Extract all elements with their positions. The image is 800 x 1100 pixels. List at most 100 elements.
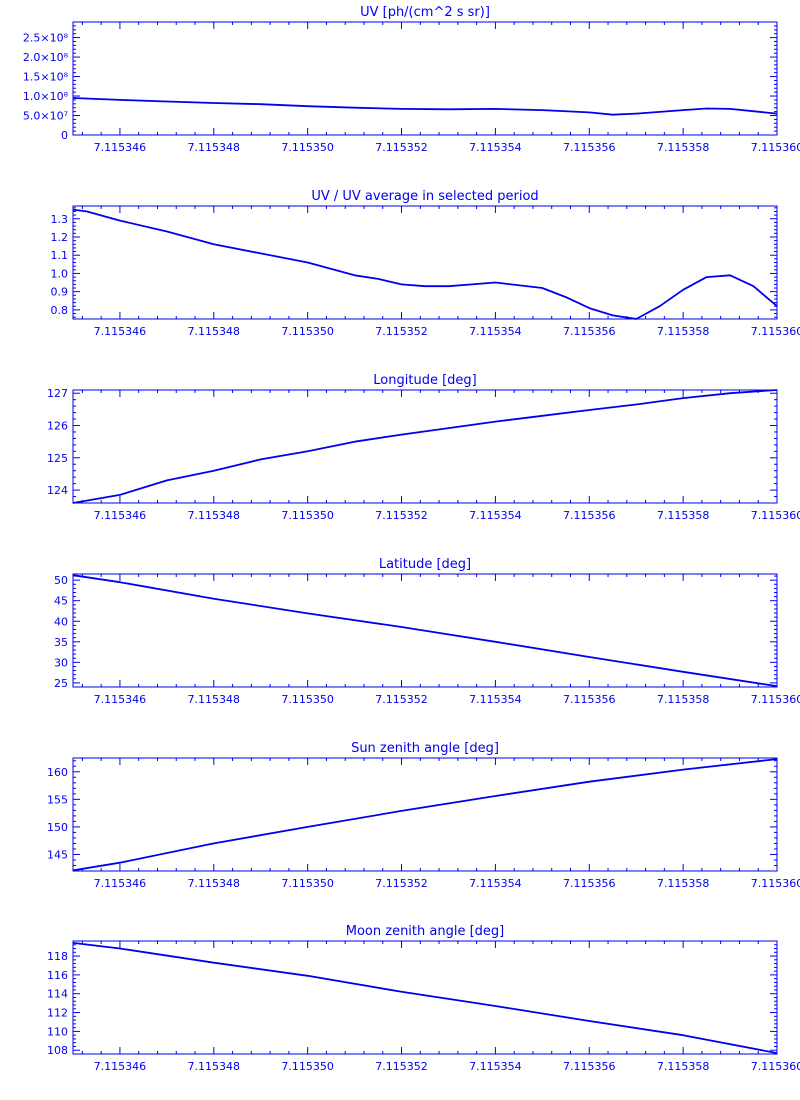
x-tick-label: 7.115348 bbox=[188, 325, 241, 338]
x-tick-label: 7.115348 bbox=[188, 877, 241, 890]
chart-title: Longitude [deg] bbox=[373, 373, 476, 388]
y-tick-label: 112 bbox=[47, 1007, 68, 1020]
y-tick-label: 125 bbox=[47, 452, 68, 465]
x-tick-label: 7.115354 bbox=[469, 141, 522, 154]
y-tick-label: 5.0×10⁷ bbox=[23, 110, 68, 123]
y-tick-label: 1.2 bbox=[51, 231, 69, 244]
x-tick-label: 7.115358 bbox=[657, 877, 710, 890]
plot-frame bbox=[72, 21, 778, 136]
x-tick-label: 7.115354 bbox=[469, 509, 522, 522]
y-tick-label: 45 bbox=[54, 595, 68, 608]
x-tick-label: 7.115352 bbox=[375, 693, 428, 706]
chart-panel-1: UV [ph/(cm^2 s sr)] 7.115346 7.115348 7.115… bbox=[23, 5, 800, 154]
chart-panel-5: Sun zenith angle [deg] 7.115346 7.115348 7.… bbox=[47, 741, 800, 890]
y-tick-label: 35 bbox=[54, 636, 68, 649]
x-tick-label: 7.115346 bbox=[94, 325, 147, 338]
y-tick-label: 25 bbox=[54, 677, 68, 690]
y-tick-label: 30 bbox=[54, 656, 68, 669]
y-tick-label: 145 bbox=[47, 848, 68, 861]
y-tick-label: 1.0 bbox=[51, 267, 69, 280]
y-tick-label: 50 bbox=[54, 574, 68, 587]
chart-title: Sun zenith angle [deg] bbox=[351, 741, 499, 756]
y-tick-label: 0 bbox=[61, 129, 68, 142]
x-tick-label: 7.115360 bbox=[751, 141, 800, 154]
x-tick-label: 7.115348 bbox=[188, 141, 241, 154]
x-tick-label: 7.115346 bbox=[94, 1060, 147, 1073]
x-tick-label: 7.115356 bbox=[563, 509, 616, 522]
plot-frame bbox=[72, 573, 778, 688]
x-tick-label: 7.115360 bbox=[751, 693, 800, 706]
y-tick-label: 150 bbox=[47, 821, 68, 834]
chart-title: Moon zenith angle [deg] bbox=[346, 924, 504, 939]
y-tick-label: 1.3 bbox=[51, 213, 69, 226]
x-tick-label: 7.115352 bbox=[375, 325, 428, 338]
x-tick-label: 7.115352 bbox=[375, 1060, 428, 1073]
x-tick-label: 7.115358 bbox=[657, 141, 710, 154]
x-tick-label: 7.115358 bbox=[657, 1060, 710, 1073]
series-line bbox=[72, 574, 778, 688]
chart-title: Latitude [deg] bbox=[379, 557, 471, 572]
chart-panel-2: UV / UV average in selected period 7.1153… bbox=[51, 189, 800, 338]
x-tick-label: 7.115354 bbox=[469, 325, 522, 338]
x-tick-label: 7.115346 bbox=[94, 141, 147, 154]
x-tick-label: 7.115356 bbox=[563, 325, 616, 338]
x-tick-label: 7.115346 bbox=[94, 877, 147, 890]
x-tick-label: 7.115348 bbox=[188, 1060, 241, 1073]
series-line bbox=[72, 758, 778, 872]
y-tick-label: 40 bbox=[54, 615, 68, 628]
y-tick-label: 124 bbox=[47, 484, 68, 497]
y-tick-label: 160 bbox=[47, 766, 68, 779]
x-tick-label: 7.115354 bbox=[469, 1060, 522, 1073]
y-tick-label: 2.0×10⁸ bbox=[23, 51, 69, 64]
series-line bbox=[72, 97, 778, 116]
x-tick-label: 7.115346 bbox=[94, 509, 147, 522]
x-tick-label: 7.115356 bbox=[563, 693, 616, 706]
x-tick-label: 7.115360 bbox=[751, 509, 800, 522]
y-tick-label: 1.0×10⁸ bbox=[23, 90, 69, 103]
y-tick-label: 126 bbox=[47, 420, 68, 433]
series-line bbox=[72, 942, 778, 1054]
y-tick-label: 110 bbox=[47, 1025, 68, 1038]
plot-frame bbox=[72, 205, 778, 320]
x-tick-label: 7.115352 bbox=[375, 877, 428, 890]
y-tick-label: 116 bbox=[47, 969, 68, 982]
x-tick-label: 7.115352 bbox=[375, 141, 428, 154]
x-tick-label: 7.115350 bbox=[281, 325, 334, 338]
series-line bbox=[72, 389, 778, 504]
chart-panel-4: Latitude [deg] 7.115346 7.115348 7.115350 7.… bbox=[54, 557, 800, 706]
y-tick-label: 0.8 bbox=[51, 304, 69, 317]
x-tick-label: 7.115358 bbox=[657, 325, 710, 338]
x-tick-label: 7.115360 bbox=[751, 877, 800, 890]
x-tick-label: 7.115350 bbox=[281, 877, 334, 890]
x-tick-label: 7.115348 bbox=[188, 693, 241, 706]
x-tick-label: 7.115360 bbox=[751, 325, 800, 338]
y-tick-label: 0.9 bbox=[51, 286, 69, 299]
x-tick-label: 7.115356 bbox=[563, 877, 616, 890]
plot-frame bbox=[72, 757, 778, 872]
x-tick-label: 7.115358 bbox=[657, 693, 710, 706]
x-tick-label: 7.115356 bbox=[563, 141, 616, 154]
x-tick-label: 7.115350 bbox=[281, 509, 334, 522]
x-tick-label: 7.115360 bbox=[751, 1060, 800, 1073]
y-tick-label: 108 bbox=[47, 1044, 68, 1057]
y-tick-label: 1.5×10⁸ bbox=[23, 71, 69, 84]
y-tick-label: 1.1 bbox=[51, 249, 69, 262]
x-tick-label: 7.115350 bbox=[281, 1060, 334, 1073]
x-tick-label: 7.115346 bbox=[94, 693, 147, 706]
chart-title: UV [ph/(cm^2 s sr)] bbox=[360, 5, 490, 20]
plot-frame bbox=[72, 389, 778, 504]
x-tick-label: 7.115348 bbox=[188, 509, 241, 522]
x-tick-label: 7.115350 bbox=[281, 141, 334, 154]
y-tick-label: 114 bbox=[47, 988, 68, 1001]
series-line bbox=[72, 208, 778, 320]
chart-title: UV / UV average in selected period bbox=[311, 189, 538, 204]
y-tick-label: 2.5×10⁸ bbox=[23, 32, 69, 45]
y-tick-label: 155 bbox=[47, 793, 68, 806]
x-tick-label: 7.115350 bbox=[281, 693, 334, 706]
y-tick-label: 127 bbox=[47, 387, 68, 400]
chart-panel-3: Longitude [deg] 7.115346 7.115348 7.115350 7… bbox=[47, 373, 800, 522]
x-tick-label: 7.115354 bbox=[469, 693, 522, 706]
x-tick-label: 7.115356 bbox=[563, 1060, 616, 1073]
x-tick-label: 7.115352 bbox=[375, 509, 428, 522]
